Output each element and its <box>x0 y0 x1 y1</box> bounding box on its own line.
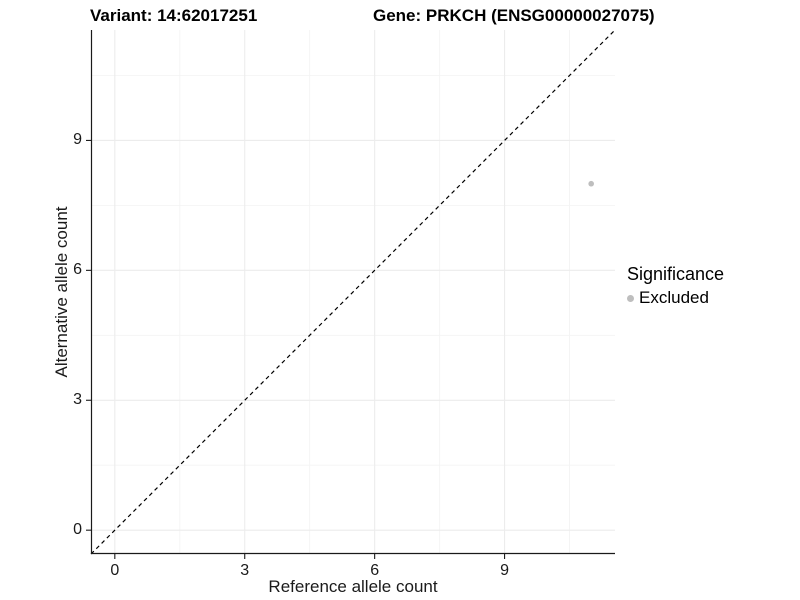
plot-panel <box>86 29 616 559</box>
legend-items: Excluded <box>627 288 724 308</box>
x-axis-title: Reference allele count <box>268 577 438 596</box>
x-tick-label: 0 <box>110 562 120 579</box>
legend-item-label: Excluded <box>639 288 709 307</box>
x-tick-label: 9 <box>500 562 510 579</box>
legend: Significance Excluded <box>627 264 724 308</box>
legend-item: Excluded <box>627 288 724 308</box>
plot-title-variant: Variant: 14:62017251 <box>90 6 258 25</box>
y-tick-label: 9 <box>73 131 82 149</box>
x-tick-label: 6 <box>370 562 380 579</box>
x-tick-label: 3 <box>240 562 250 579</box>
y-tick-label: 3 <box>73 391 82 409</box>
identity-dashed-line <box>90 29 616 555</box>
y-tick-label: 0 <box>73 521 82 539</box>
plot-title-gene: Gene: PRKCH (ENSG00000027075) <box>373 6 655 25</box>
legend-title: Significance <box>627 264 725 284</box>
y-axis-title: Alternative allele count <box>52 206 71 378</box>
y-tick-label: 6 <box>73 261 82 279</box>
data-point <box>588 180 594 187</box>
legend-key-dot-icon <box>627 294 634 302</box>
